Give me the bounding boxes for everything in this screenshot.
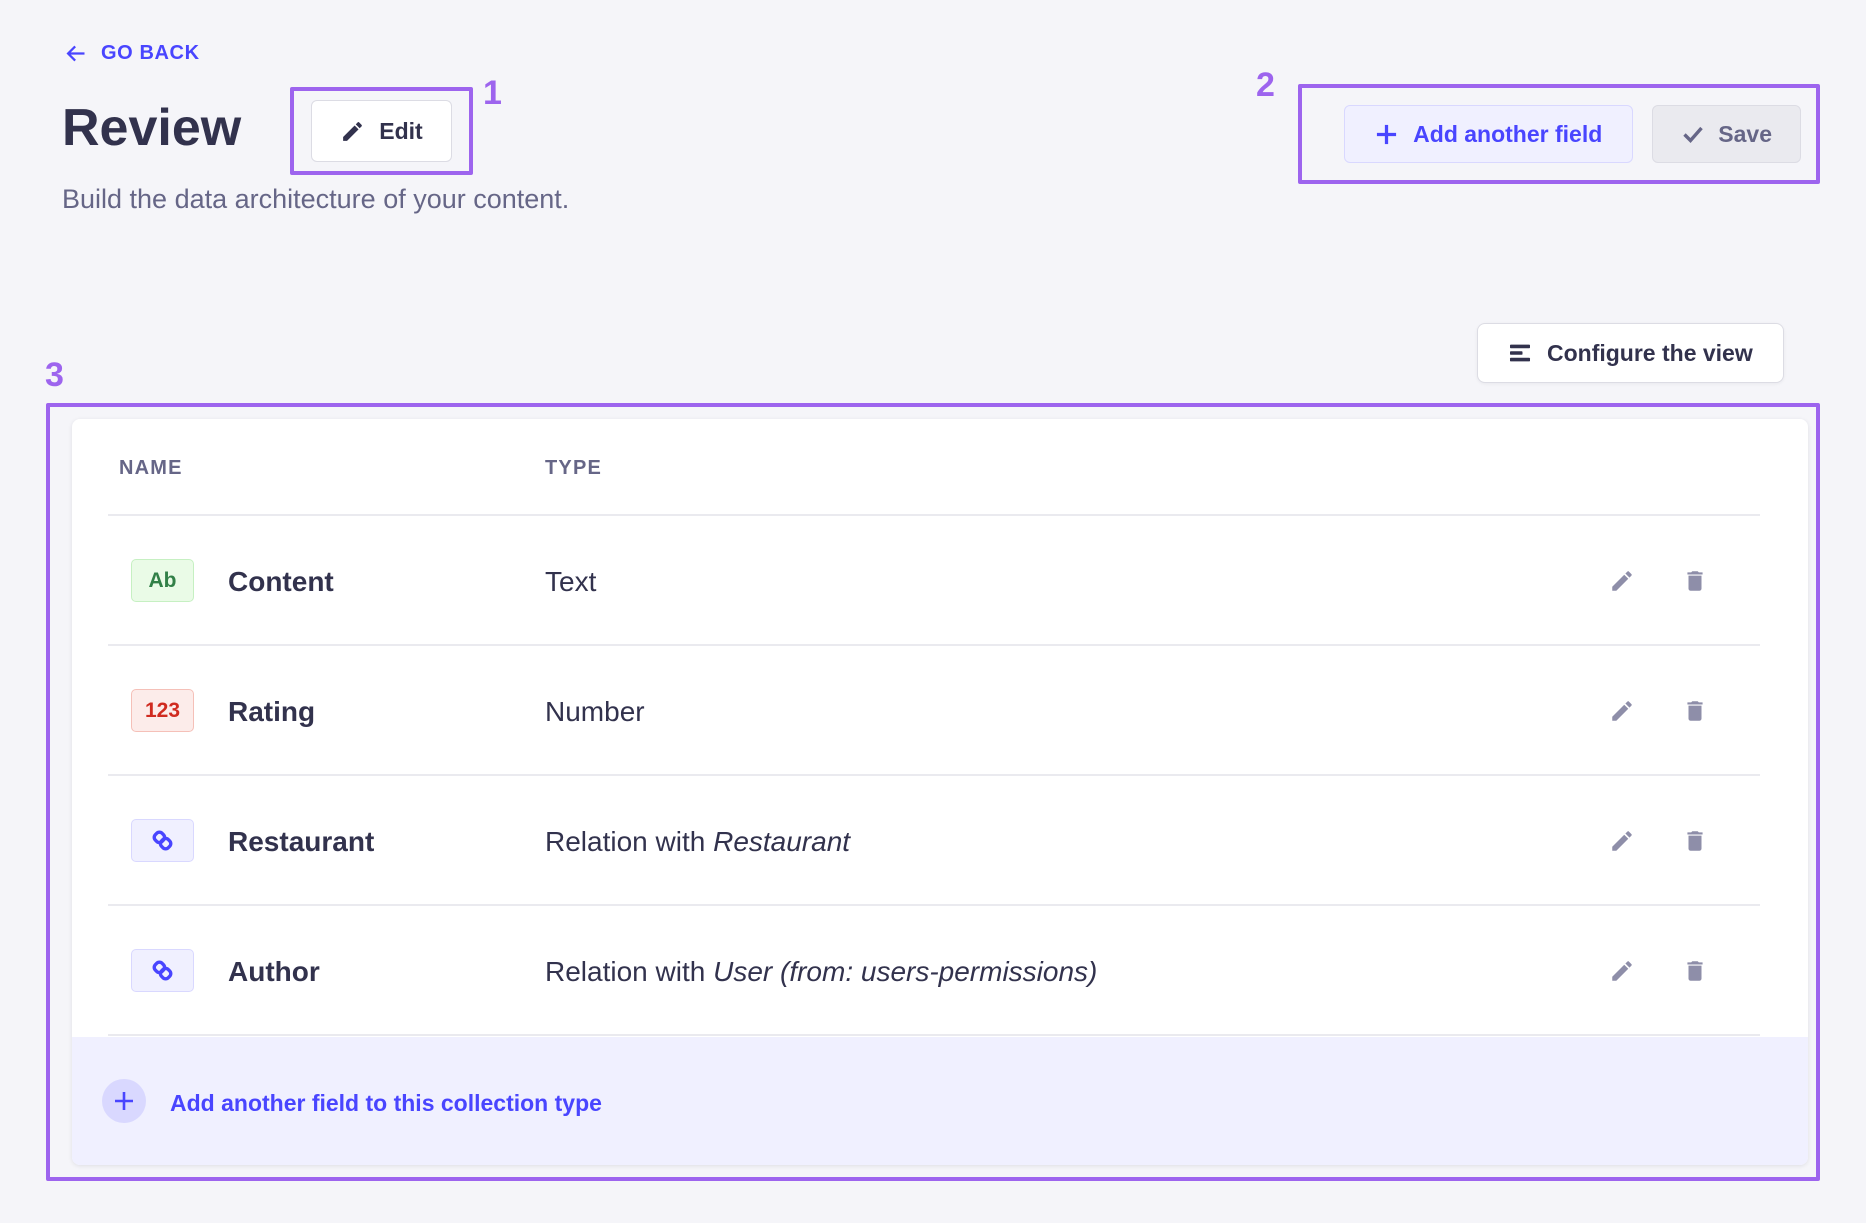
configure-view-label: Configure the view [1547,339,1753,366]
pencil-icon [340,119,365,144]
relation-field-badge [131,819,194,862]
annotation-box-1: Edit [290,87,473,175]
add-another-field-button[interactable]: Add another field [1344,105,1634,163]
edit-field-button[interactable] [1609,957,1637,985]
table-row: 123 Rating Number [72,646,1808,776]
edit-field-button[interactable] [1609,827,1637,855]
annotation-label-2: 2 [1256,66,1275,104]
field-name: Content [228,566,334,597]
page-subtitle: Build the data architecture of your cont… [62,184,570,214]
check-icon [1681,122,1705,146]
text-field-badge: Ab [131,559,194,602]
go-back-link[interactable]: GO BACK [62,40,200,67]
save-button[interactable]: Save [1652,105,1801,163]
configure-view-button[interactable]: Configure the view [1477,323,1784,383]
layout-icon [1508,341,1532,365]
delete-field-button[interactable] [1682,567,1710,595]
add-another-field-label: Add another field [1413,120,1603,147]
add-field-footer-label: Add another field to this collection typ… [170,1090,602,1116]
edit-field-button[interactable] [1609,567,1637,595]
field-name: Restaurant [228,826,375,857]
arrow-left-icon [62,40,89,67]
annotation-label-3: 3 [45,356,64,394]
annotation-box-2: Add another field Save [1298,84,1820,184]
field-type: Text [545,566,597,597]
save-button-label: Save [1718,120,1772,147]
field-type: Relation with Restaurant [545,826,851,857]
field-type: Relation with User (from: users-permissi… [545,956,1098,987]
field-name: Rating [228,696,316,727]
plus-circle-icon [102,1079,146,1123]
table-row: Author Relation with User (from: users-p… [72,906,1808,1036]
field-type: Number [545,696,645,727]
plus-icon [1375,123,1398,146]
field-name: Author [228,956,320,987]
table-row: Ab Content Text [72,516,1808,646]
delete-field-button[interactable] [1682,697,1710,725]
relation-icon [149,957,176,984]
page-title: Review [62,99,242,157]
edit-field-button[interactable] [1609,697,1637,725]
delete-field-button[interactable] [1682,957,1710,985]
edit-button-label: Edit [379,117,423,144]
relation-field-badge [131,949,194,992]
add-field-footer-button[interactable]: Add another field to this collection typ… [72,1037,1808,1165]
fields-table-card: NAME TYPE Ab Content Text 123 Rating Num… [72,419,1808,1165]
go-back-label: GO BACK [101,42,200,64]
table-row: Restaurant Relation with Restaurant [72,776,1808,906]
table-header-row: NAME TYPE [72,419,1808,516]
column-header-name: NAME [119,457,183,479]
annotation-label-1: 1 [483,74,502,112]
number-field-badge: 123 [131,689,194,732]
column-header-type: TYPE [545,457,603,479]
relation-icon [149,827,176,854]
edit-button[interactable]: Edit [311,100,452,162]
delete-field-button[interactable] [1682,827,1710,855]
